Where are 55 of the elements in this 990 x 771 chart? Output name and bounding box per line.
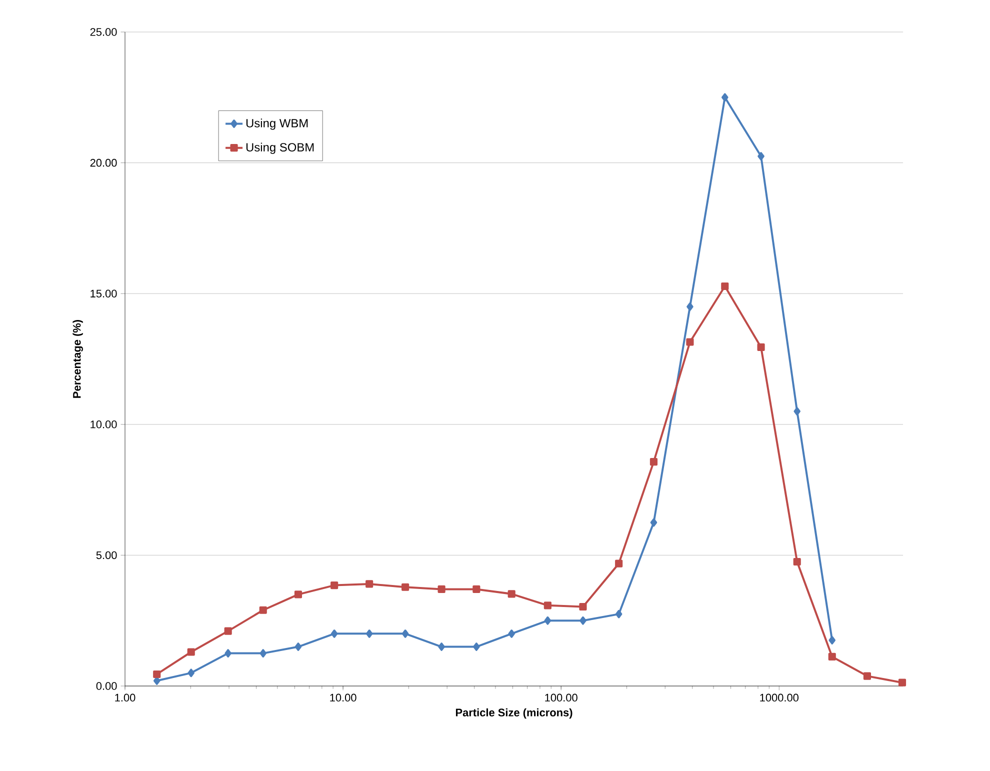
point [793, 558, 801, 566]
point [686, 338, 694, 346]
point [863, 672, 871, 680]
point [472, 585, 480, 593]
point [260, 649, 267, 658]
point [438, 642, 445, 651]
y-tick-label: 5.00 [96, 551, 117, 560]
x-tick-label: 1000.00 [760, 694, 798, 702]
point [757, 343, 765, 352]
point [579, 602, 587, 611]
point [650, 518, 658, 527]
point [330, 629, 338, 638]
point [259, 606, 267, 614]
y-tick-label: 10.00 [90, 420, 117, 428]
point [794, 407, 800, 416]
point [366, 629, 373, 638]
point [402, 629, 409, 638]
point [686, 302, 694, 311]
point [294, 590, 302, 598]
x-tick-label: 10.00 [330, 694, 356, 702]
point [402, 583, 410, 591]
point [153, 670, 161, 678]
point [508, 590, 516, 598]
point [187, 648, 195, 656]
point [224, 627, 232, 635]
y-tick-label: 25.00 [90, 28, 117, 36]
point [580, 616, 586, 625]
y-axis-title: Percentage (%) [72, 320, 83, 398]
point [294, 642, 302, 651]
point [828, 652, 836, 660]
y-tick-label: 0.00 [96, 682, 117, 690]
point [544, 616, 552, 625]
point [224, 649, 232, 658]
point [330, 581, 338, 590]
point [721, 282, 729, 290]
point [438, 585, 446, 593]
point [615, 560, 623, 568]
x-axis-title: Particle Size (microns) [456, 708, 572, 719]
point [828, 636, 836, 644]
x-tick-label: 100.00 [545, 694, 578, 702]
point [366, 580, 374, 588]
point [544, 602, 552, 610]
point [722, 93, 728, 102]
y-tick-label: 15.00 [90, 290, 117, 298]
point [188, 668, 194, 678]
legend-label: Using SOBM [246, 142, 314, 154]
point [473, 642, 480, 651]
legend-label: Using WBM [246, 118, 308, 130]
point [615, 610, 622, 618]
y-tick-label: 20.00 [90, 158, 117, 167]
point [508, 629, 515, 638]
x-tick-label: 1.00 [115, 694, 136, 702]
point [758, 152, 764, 160]
point [898, 678, 906, 686]
point [650, 458, 658, 466]
